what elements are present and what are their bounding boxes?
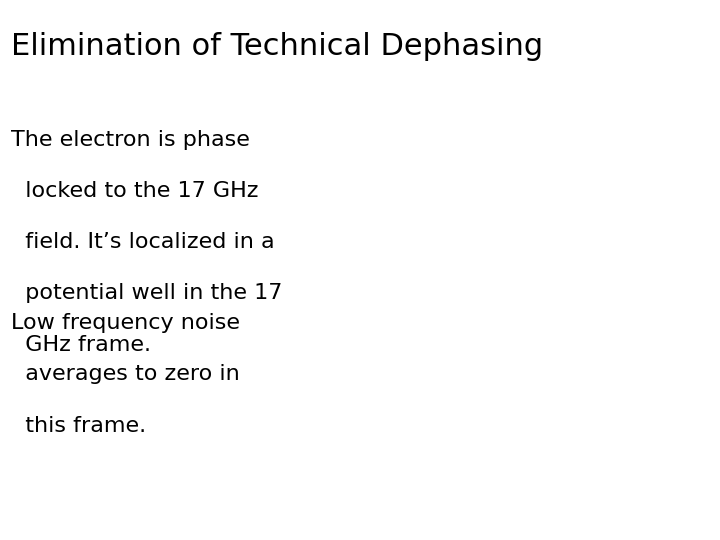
Text: potential well in the 17: potential well in the 17 xyxy=(11,284,282,303)
Text: Low frequency noise: Low frequency noise xyxy=(11,313,240,333)
Text: GHz frame.: GHz frame. xyxy=(11,335,150,355)
Text: this frame.: this frame. xyxy=(11,416,146,436)
Text: averages to zero in: averages to zero in xyxy=(11,364,240,384)
Text: Elimination of Technical Dephasing: Elimination of Technical Dephasing xyxy=(11,32,543,62)
Text: The electron is phase: The electron is phase xyxy=(11,130,250,150)
Text: field. It’s localized in a: field. It’s localized in a xyxy=(11,232,274,252)
Text: locked to the 17 GHz: locked to the 17 GHz xyxy=(11,181,258,201)
